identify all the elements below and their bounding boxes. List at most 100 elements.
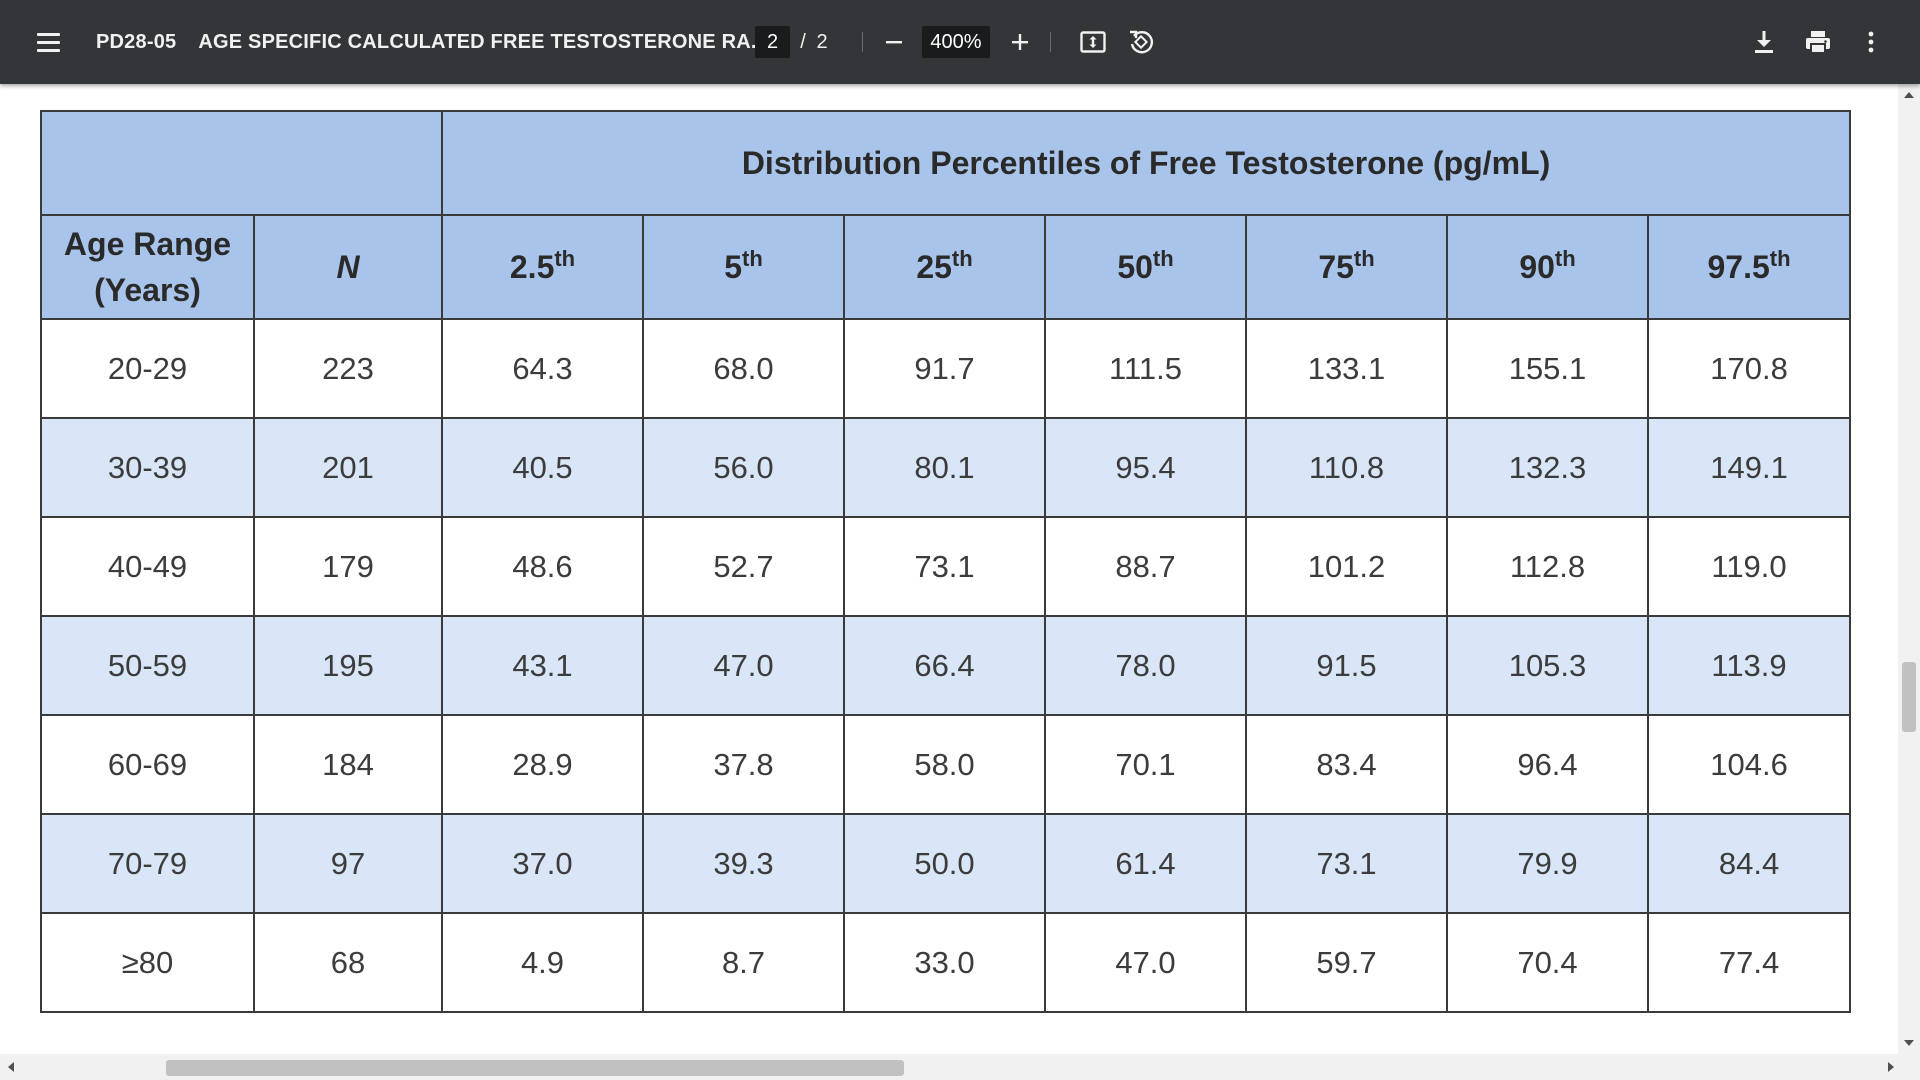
table-cell: 155.1 xyxy=(1446,318,1649,419)
table-cell: 132.3 xyxy=(1446,417,1649,518)
table-cell: 179 xyxy=(253,516,443,617)
document-title: PD28-05 AGE SPECIFIC CALCULATED FREE TES… xyxy=(96,0,768,84)
table-cell: 70.1 xyxy=(1044,714,1247,815)
table-row: 20-29 223 64.3 68.0 91.7 111.5 133.1 155… xyxy=(40,318,1852,419)
table-cell: 40.5 xyxy=(441,417,644,518)
header-p97-5: 97.5th xyxy=(1646,214,1852,320)
table-cell: 170.8 xyxy=(1646,318,1852,419)
table-cell: 84.4 xyxy=(1646,813,1852,914)
header-age-range: Age Range (Years) xyxy=(40,214,255,320)
zoom-out-button[interactable] xyxy=(874,22,914,62)
fit-to-page-button[interactable] xyxy=(1073,22,1113,62)
scroll-left-icon[interactable] xyxy=(8,1062,14,1072)
table-cell: 8.7 xyxy=(642,912,845,1013)
table-cell: 47.0 xyxy=(642,615,845,716)
table-cell: 28.9 xyxy=(441,714,644,815)
table-cell: 80.1 xyxy=(843,417,1046,518)
zoom-in-button[interactable] xyxy=(1000,22,1040,62)
table-cell: 33.0 xyxy=(843,912,1046,1013)
table-cell: 52.7 xyxy=(642,516,845,617)
table-cell: 91.7 xyxy=(843,318,1046,419)
table-row: 30-39 201 40.5 56.0 80.1 95.4 110.8 132.… xyxy=(40,417,1852,518)
table-cell: 73.1 xyxy=(843,516,1046,617)
table-cell: 113.9 xyxy=(1646,615,1852,716)
rotate-button[interactable] xyxy=(1121,22,1161,62)
table-cell: 95.4 xyxy=(1044,417,1247,518)
table-row: 60-69 184 28.9 37.8 58.0 70.1 83.4 96.4 … xyxy=(40,714,1852,815)
table-cell: 105.3 xyxy=(1446,615,1649,716)
table-cell: 4.9 xyxy=(441,912,644,1013)
rotate-counterclockwise-icon xyxy=(1130,30,1153,54)
pdf-toolbar: PD28-05 AGE SPECIFIC CALCULATED FREE TES… xyxy=(0,0,1920,84)
header-p75: 75th xyxy=(1245,214,1448,320)
table-cell: 30-39 xyxy=(40,417,255,518)
table-row: 40-49 179 48.6 52.7 73.1 88.7 101.2 112.… xyxy=(40,516,1852,617)
table-cell: 91.5 xyxy=(1245,615,1448,716)
scroll-right-icon[interactable] xyxy=(1888,1062,1894,1072)
table-cell: 111.5 xyxy=(1044,318,1247,419)
table-cell: 50-59 xyxy=(40,615,255,716)
header-p2-5: 2.5th xyxy=(441,214,644,320)
header-p25: 25th xyxy=(843,214,1046,320)
table-cell: 40-49 xyxy=(40,516,255,617)
table-cell: 70.4 xyxy=(1446,912,1649,1013)
more-vertical-icon xyxy=(1868,31,1874,53)
download-button[interactable] xyxy=(1744,22,1784,62)
table-cell: 39.3 xyxy=(642,813,845,914)
fit-to-page-icon xyxy=(1080,31,1106,53)
table-cell: 37.0 xyxy=(441,813,644,914)
page-separator: / xyxy=(800,30,806,53)
table-cell: 133.1 xyxy=(1245,318,1448,419)
table-cell: 73.1 xyxy=(1245,813,1448,914)
table-cell: 83.4 xyxy=(1245,714,1448,815)
minus-icon xyxy=(886,41,902,44)
header-p5: 5th xyxy=(642,214,845,320)
vertical-scrollbar[interactable] xyxy=(1898,84,1920,1054)
pdf-page: Distribution Percentiles of Free Testost… xyxy=(0,84,1898,1054)
table-cell: 66.4 xyxy=(843,615,1046,716)
zoom-level-input[interactable]: 400% xyxy=(922,26,990,58)
table-cell: 68 xyxy=(253,912,443,1013)
scroll-up-icon[interactable] xyxy=(1904,92,1914,98)
percentile-table: Distribution Percentiles of Free Testost… xyxy=(40,110,1852,1013)
table-cell: 58.0 xyxy=(843,714,1046,815)
plus-icon xyxy=(1012,34,1028,50)
table-cell: 110.8 xyxy=(1245,417,1448,518)
current-page-input[interactable]: 2 xyxy=(755,26,790,58)
table-cell: 184 xyxy=(253,714,443,815)
table-header-row: Age Range (Years) N 2.5th 5th 25th 50th 7… xyxy=(40,214,1852,320)
empty-header-cell xyxy=(40,110,443,216)
horizontal-scroll-thumb[interactable] xyxy=(166,1060,904,1076)
table-cell: 101.2 xyxy=(1245,516,1448,617)
scroll-down-icon[interactable] xyxy=(1904,1040,1914,1046)
toolbar-divider xyxy=(862,32,863,52)
print-button[interactable] xyxy=(1798,22,1838,62)
more-actions-button[interactable] xyxy=(1851,22,1891,62)
print-icon xyxy=(1806,31,1830,54)
table-cell: 79.9 xyxy=(1446,813,1649,914)
vertical-scroll-thumb[interactable] xyxy=(1902,662,1916,732)
hamburger-menu-icon xyxy=(37,33,60,36)
table-cell: 50.0 xyxy=(843,813,1046,914)
table-cell: 56.0 xyxy=(642,417,845,518)
table-cell: 112.8 xyxy=(1446,516,1649,617)
table-cell: 59.7 xyxy=(1245,912,1448,1013)
table-cell: 43.1 xyxy=(441,615,644,716)
table-cell: 48.6 xyxy=(441,516,644,617)
document-name: AGE SPECIFIC CALCULATED FREE TESTOSTERON… xyxy=(198,30,769,53)
horizontal-scrollbar[interactable] xyxy=(0,1054,1898,1080)
pdf-viewer[interactable]: Distribution Percentiles of Free Testost… xyxy=(0,84,1920,1080)
document-id: PD28-05 xyxy=(96,30,177,53)
table-cell: 60-69 xyxy=(40,714,255,815)
table-cell: 119.0 xyxy=(1646,516,1852,617)
table-cell: 201 xyxy=(253,417,443,518)
table-cell: 68.0 xyxy=(642,318,845,419)
table-cell: 104.6 xyxy=(1646,714,1852,815)
table-group-header-row: Distribution Percentiles of Free Testost… xyxy=(40,110,1852,216)
table-cell: 223 xyxy=(253,318,443,419)
table-row: 70-79 97 37.0 39.3 50.0 61.4 73.1 79.9 8… xyxy=(40,813,1852,914)
header-n: N xyxy=(253,214,443,320)
table-cell: 97 xyxy=(253,813,443,914)
table-cell: 77.4 xyxy=(1646,912,1852,1013)
menu-button[interactable] xyxy=(28,22,68,62)
